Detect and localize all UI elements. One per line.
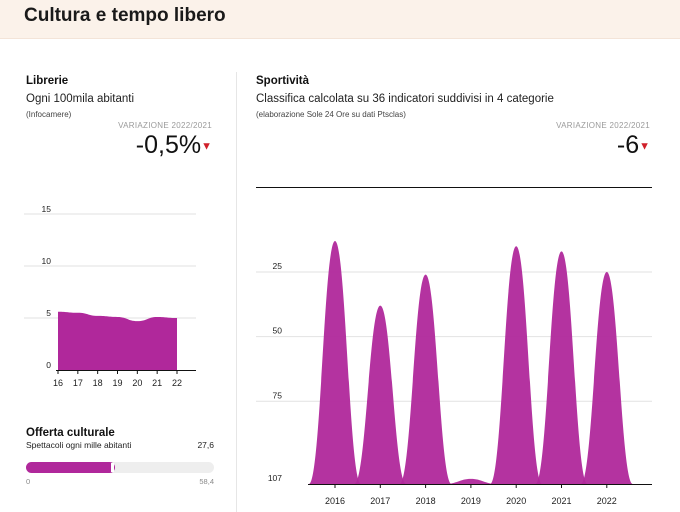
- sportivita-xtick-label: 2022: [597, 496, 617, 506]
- sportivita-source: (elaborazione Sole 24 Ore su dati Ptscla…: [256, 110, 406, 119]
- offerta-progress-fill: [26, 462, 115, 473]
- sportivita-peak: [535, 251, 588, 484]
- sportivita-peak: [490, 246, 543, 484]
- librerie-variation-number: -0,5%: [135, 131, 202, 159]
- sportivita-xtick-label: 2019: [461, 496, 481, 506]
- sportivita-xtick-label: 2021: [551, 496, 571, 506]
- sportivita-peak: [354, 305, 407, 484]
- sportivita-chart: 25 50 75 107 2016 2017 2018 2019 2020 2021 2022: [256, 187, 652, 506]
- sportivita-xtick-label: 2018: [416, 496, 436, 506]
- librerie-xtick-label: 22: [172, 378, 182, 388]
- sportivita-subtitle: Classifica calcolata su 36 indicatori su…: [256, 93, 554, 105]
- offerta-label: Spettacoli ogni mille abitanti: [26, 440, 132, 450]
- sportivita-xtick-label: 2020: [506, 496, 526, 506]
- sportivita-ytick-label: 25: [273, 261, 283, 271]
- sportivita-peak: [309, 241, 361, 484]
- librerie-xtick-label: 18: [93, 378, 103, 388]
- librerie-ytick-label: 10: [42, 256, 52, 266]
- librerie-xtick-label: 17: [73, 378, 83, 388]
- sportivita-variation-number: -6: [616, 131, 640, 159]
- librerie-xtick-label: 21: [152, 378, 162, 388]
- offerta-max: 58,4: [199, 477, 214, 486]
- sportivita-ytick-label: 50: [273, 326, 283, 336]
- offerta-min: 0: [26, 477, 31, 486]
- librerie-xtick-label: 20: [132, 378, 142, 388]
- sportivita-title: Sportività: [256, 75, 310, 87]
- offerta-progress-track: [26, 462, 214, 473]
- librerie-variation-label: VARIAZIONE 2022/2021: [118, 121, 212, 130]
- panel-divider: [236, 72, 237, 512]
- sportivita-peak: [399, 274, 452, 484]
- librerie-ytick-label: 15: [42, 204, 52, 214]
- librerie-ytick-label: 0: [46, 360, 51, 370]
- librerie-xtick-label: 16: [53, 378, 63, 388]
- offerta-value: 27,6: [197, 440, 214, 450]
- sportivita-xtick-label: 2016: [325, 496, 345, 506]
- librerie-xtick-label: 19: [112, 378, 122, 388]
- offerta-progress-marker: [110, 463, 114, 472]
- librerie-source: (Infocamere): [26, 110, 72, 119]
- sportivita-variation-label: VARIAZIONE 2022/2021: [556, 121, 650, 130]
- offerta-title: Offerta culturale: [26, 427, 115, 439]
- sportivita-peak: [444, 478, 497, 484]
- sportivita-xtick-label: 2017: [370, 496, 390, 506]
- librerie-variation-value: -0,5%▼: [80, 131, 212, 160]
- sportivita-ytick-label: 75: [273, 390, 283, 400]
- page-title: Cultura e tempo libero: [24, 5, 226, 26]
- librerie-area: [58, 311, 177, 370]
- librerie-chart: 0 5 10 15 16 17 18 19 20 21 22: [24, 204, 196, 388]
- down-arrow-icon: ▼: [201, 140, 212, 153]
- librerie-subtitle: Ogni 100mila abitanti: [26, 93, 135, 105]
- librerie-title: Librerie: [26, 75, 69, 87]
- down-arrow-icon: ▼: [639, 140, 650, 153]
- sportivita-peak: [580, 272, 633, 484]
- sportivita-variation-value: -6▼: [500, 131, 650, 160]
- librerie-ytick-label: 5: [46, 308, 51, 318]
- sportivita-ytick-label: 107: [268, 473, 282, 483]
- header-band: Cultura e tempo libero: [0, 0, 680, 39]
